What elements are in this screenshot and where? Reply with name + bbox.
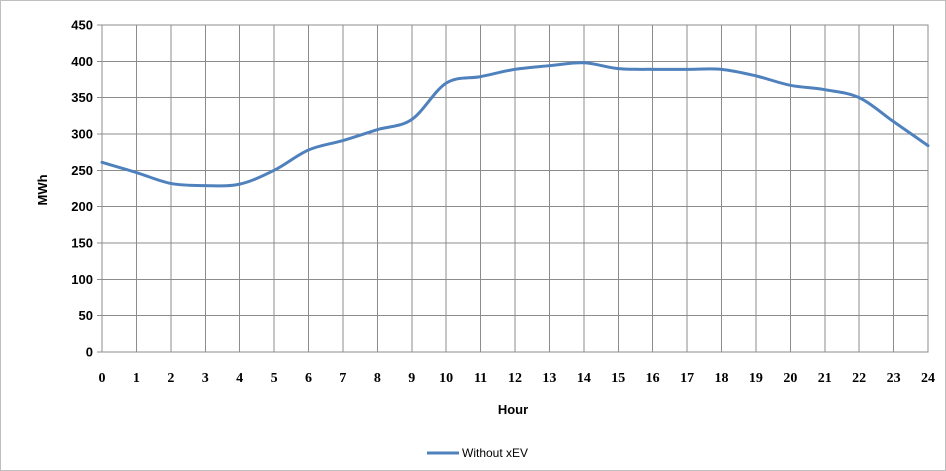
x-tick-label: 6 — [305, 371, 312, 386]
x-tick-label: 9 — [408, 371, 415, 386]
x-tick-label: 10 — [439, 371, 453, 386]
x-tick-label: 2 — [167, 371, 174, 386]
y-tick-label: 200 — [71, 199, 93, 214]
x-tick-label: 23 — [887, 371, 901, 386]
x-tick-label: 11 — [474, 371, 487, 386]
x-tick-label: 16 — [646, 371, 660, 386]
y-tick-labels: 0 50 100 150 200 250 300 350 400 450 — [71, 18, 93, 360]
x-tick-label: 7 — [339, 371, 346, 386]
x-tick-label: 1 — [133, 371, 140, 386]
y-tick-label: 0 — [86, 345, 93, 360]
y-axis-label: MWh — [35, 174, 50, 205]
grid — [97, 24, 929, 353]
x-tick-label: 4 — [236, 371, 243, 386]
x-axis-label: Hour — [498, 402, 528, 417]
x-tick-label: 3 — [202, 371, 209, 386]
plot-area-border — [101, 24, 929, 353]
y-tick-label: 450 — [71, 18, 93, 33]
y-tick-label: 250 — [71, 163, 93, 178]
x-tick-label: 17 — [680, 371, 694, 386]
y-tick-label: 100 — [71, 272, 93, 287]
series-line — [100, 61, 930, 188]
legend-label: Without xEV — [462, 446, 528, 460]
x-tick-label: 24 — [921, 371, 935, 386]
x-tick-label: 22 — [852, 371, 866, 386]
x-tick-label: 21 — [818, 371, 832, 386]
x-tick-label: 0 — [99, 371, 106, 386]
y-tick-label: 150 — [71, 236, 93, 251]
x-tick-label: 14 — [577, 371, 591, 386]
x-tick-label: 20 — [783, 371, 797, 386]
y-tick-label: 350 — [71, 90, 93, 105]
x-tick-label: 12 — [508, 371, 522, 386]
x-tick-label: 19 — [749, 371, 763, 386]
x-tick-label: 18 — [715, 371, 729, 386]
x-tick-label: 13 — [542, 371, 556, 386]
series-lines — [100, 61, 930, 188]
y-tick-label: 300 — [71, 127, 93, 142]
x-tick-label: 8 — [374, 371, 381, 386]
x-tick-label: 5 — [271, 371, 278, 386]
y-tick-label: 400 — [71, 54, 93, 69]
legend: Without xEV — [427, 446, 528, 460]
x-tick-label: 15 — [611, 371, 625, 386]
y-tick-label: 50 — [79, 308, 93, 323]
x-tick-labels: 0 1 2 3 4 5 6 7 8 9 10 11 12 13 14 15 16 17 18 19 20 21 22 23 24 — [99, 371, 936, 386]
